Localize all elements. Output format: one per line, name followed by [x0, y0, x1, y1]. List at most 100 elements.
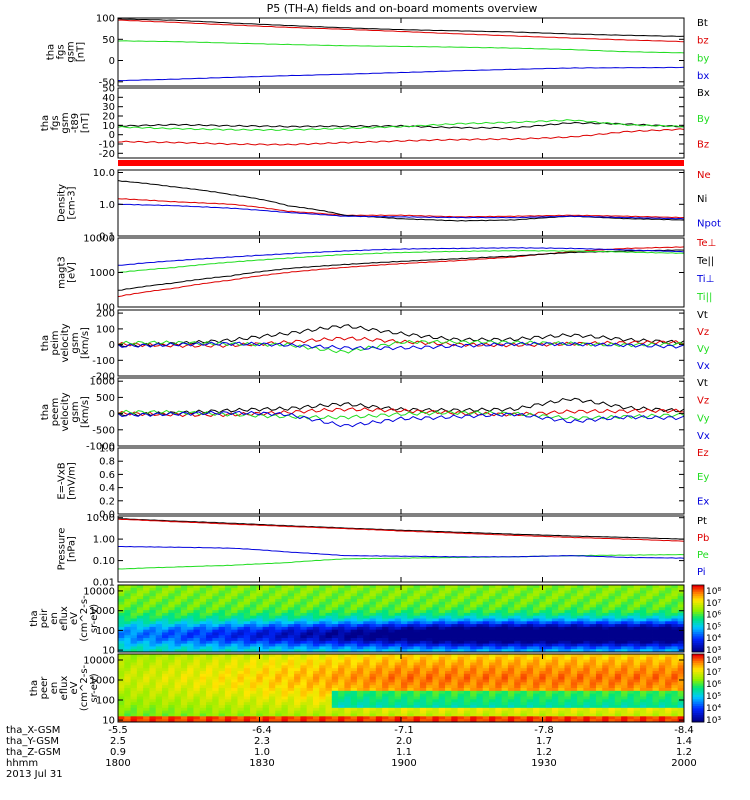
heat-cell	[312, 590, 320, 594]
heat-cell	[426, 618, 433, 622]
heat-cell	[463, 665, 471, 669]
series-line-green	[117, 40, 685, 54]
heat-cell	[401, 604, 408, 608]
heat-cell	[432, 590, 440, 594]
heat-cell	[489, 690, 496, 695]
heat-cell	[243, 682, 251, 686]
heat-cell	[287, 693, 295, 697]
heat-cell	[369, 643, 377, 647]
heat-cell	[501, 587, 509, 591]
y-tick-label: 10.00	[86, 513, 115, 524]
heat-cell	[275, 626, 282, 631]
heat-cell	[658, 629, 666, 633]
spectrogram	[118, 585, 685, 653]
heat-cell	[602, 624, 609, 628]
heat-cell	[287, 618, 295, 622]
heat-cell	[526, 626, 534, 631]
heat-cell	[356, 612, 364, 617]
heat-cell	[407, 693, 414, 697]
heat-cell	[193, 719, 201, 723]
heat-cell	[495, 656, 503, 661]
heat-cell	[206, 707, 213, 712]
heat-cell	[180, 679, 188, 683]
heat-cell	[671, 676, 679, 680]
heat-cell	[382, 705, 389, 709]
heat-cell	[344, 615, 352, 619]
heat-cell	[237, 590, 245, 594]
heat-cell	[551, 710, 559, 714]
heat-cell	[124, 615, 131, 619]
heat-cell	[495, 610, 503, 614]
heat-cell	[501, 654, 509, 658]
heat-cell	[199, 673, 207, 678]
heat-cell	[595, 665, 603, 669]
heat-cell	[356, 673, 364, 678]
heat-cell	[419, 676, 427, 680]
heat-cell	[665, 682, 672, 686]
heat-cell	[646, 716, 653, 720]
heat-cell	[224, 693, 232, 697]
heat-cell	[589, 659, 597, 663]
heat-cell	[300, 656, 308, 661]
heat-cell	[614, 707, 622, 712]
heat-cell	[570, 654, 578, 658]
heat-cell	[633, 640, 641, 645]
heat-cell	[331, 624, 339, 628]
heat-cell	[155, 593, 163, 597]
heat-cell	[224, 618, 232, 622]
heat-cell	[602, 671, 609, 675]
heat-cell	[312, 659, 320, 663]
series-label: Pb	[697, 533, 709, 544]
heat-cell	[438, 696, 446, 700]
heat-cell	[281, 654, 289, 658]
heat-cell	[526, 710, 534, 714]
heat-cell	[463, 654, 471, 658]
heat-cell	[325, 590, 333, 594]
heat-cell	[401, 593, 408, 597]
heat-cell	[608, 679, 616, 683]
heat-cell	[149, 596, 157, 600]
heat-cell	[470, 673, 477, 678]
heat-cell	[671, 702, 679, 706]
heat-cell	[432, 629, 440, 633]
heat-cell	[665, 585, 672, 589]
heat-cell	[551, 646, 559, 650]
heat-cell	[564, 707, 572, 712]
heat-cell	[218, 693, 226, 697]
heat-cell	[646, 607, 653, 611]
heat-cell	[331, 662, 339, 666]
heat-cell	[300, 676, 308, 680]
heat-cell	[369, 685, 377, 689]
heat-cell	[168, 629, 175, 633]
heat-cell	[344, 690, 352, 695]
heat-cell	[363, 654, 370, 658]
heat-cell	[658, 618, 666, 622]
heat-cell	[463, 646, 471, 650]
heat-cell	[206, 713, 213, 717]
heat-cell	[445, 707, 452, 712]
heat-cell	[627, 685, 635, 689]
heat-cell	[495, 707, 503, 712]
heat-cell	[482, 656, 490, 661]
heat-cell	[287, 673, 295, 678]
heat-cell	[231, 693, 238, 697]
heat-cell	[300, 590, 308, 594]
heat-cell	[344, 705, 352, 709]
heat-cell	[407, 654, 414, 658]
heat-cell	[118, 615, 125, 619]
y-tick-label: -200	[92, 372, 115, 383]
heat-cell	[419, 640, 427, 645]
heat-cell	[382, 612, 389, 617]
heat-cell	[482, 719, 490, 723]
heat-cell	[438, 612, 446, 617]
heat-cell	[426, 643, 433, 647]
heat-cell	[570, 710, 578, 714]
heat-cell	[583, 598, 591, 603]
heat-cell	[300, 643, 308, 647]
heat-cell	[652, 632, 660, 636]
heat-cell	[445, 621, 452, 625]
heat-cell	[671, 713, 679, 717]
heat-cell	[589, 682, 597, 686]
heat-cell	[382, 696, 389, 700]
heat-cell	[558, 682, 565, 686]
